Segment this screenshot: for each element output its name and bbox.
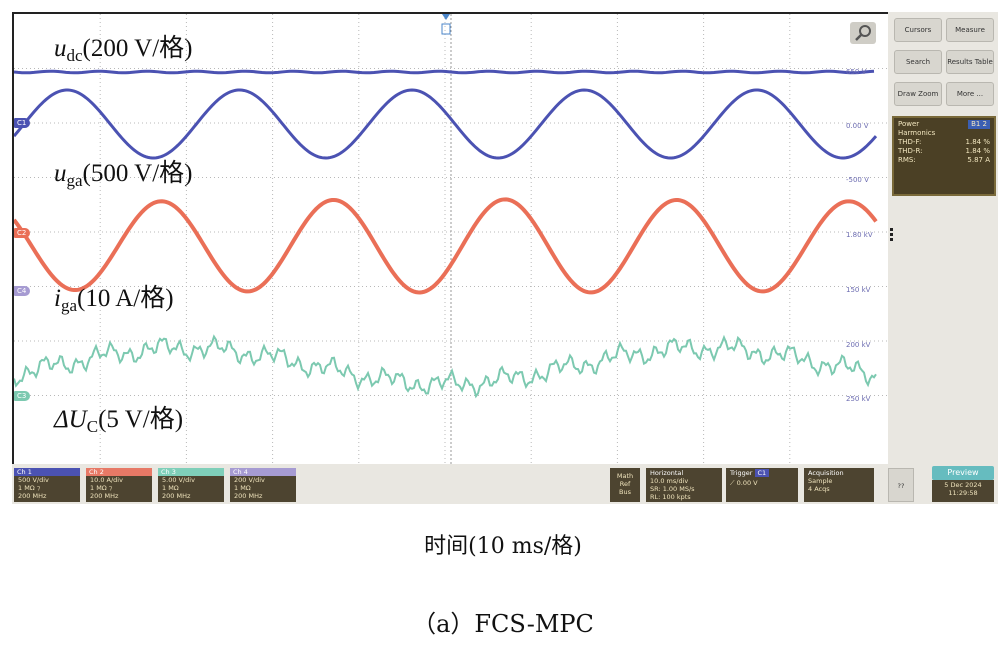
results-table-button[interactable]: Results Table bbox=[946, 50, 994, 74]
level-label: 1.80 kV bbox=[846, 231, 873, 239]
oscilloscope-window: udc(200 V/格) uga(500 V/格) iga(10 A/格) ΔU… bbox=[12, 12, 998, 504]
preview-panel[interactable]: Preview 5 Dec 2024 11:29:58 bbox=[932, 466, 994, 502]
ch1-settings-badge[interactable]: Ch 1 500 V/div 1 MΩ ⁊ 200 MHz bbox=[14, 468, 80, 502]
trigger-slope-icon: ⟋ bbox=[730, 479, 735, 488]
ch3-marker[interactable]: C3 bbox=[14, 391, 31, 401]
uga-label: uga(500 V/格) bbox=[54, 160, 193, 190]
horizontal-settings-badge[interactable]: Horizontal 10.0 ms/div SR: 1.00 MS/s RL:… bbox=[646, 468, 722, 502]
thd-r-value: 1.84 % bbox=[965, 147, 990, 156]
rms-label: RMS: bbox=[898, 156, 916, 165]
thd-f-value: 1.84 % bbox=[965, 138, 990, 147]
ch4-settings-badge[interactable]: Ch 4 200 V/div 1 MΩ 200 MHz bbox=[230, 468, 296, 502]
draw-zoom-button[interactable]: Draw Zoom bbox=[894, 82, 942, 106]
thd-f-label: THD-F: bbox=[898, 138, 922, 147]
measure-button[interactable]: Measure bbox=[946, 18, 994, 42]
level-label: 150 kV bbox=[846, 286, 871, 294]
ch3-bandwidth: 200 MHz bbox=[162, 492, 191, 501]
math-ref-bus-button[interactable]: Math Ref Bus bbox=[610, 468, 640, 502]
panel-drag-handle[interactable] bbox=[890, 228, 893, 248]
ch1-badge-title: Ch 1 bbox=[14, 468, 80, 477]
preview-time: 11:29:58 bbox=[948, 488, 978, 497]
preview-button[interactable]: Preview bbox=[932, 466, 994, 480]
preview-datetime: 5 Dec 2024 11:29:58 bbox=[932, 480, 994, 502]
ch4-scale: 200 V/div bbox=[234, 476, 265, 485]
level-label: 250 kV bbox=[846, 395, 871, 403]
level-label: 0.00 V bbox=[846, 122, 869, 130]
bottom-status-bar: Ch 1 500 V/div 1 MΩ ⁊ 200 MHz Ch 2 10.0 A/… bbox=[12, 464, 998, 504]
acquisition-mode: Sample bbox=[808, 477, 833, 486]
horizontal-record-length: RL: 100 kpts bbox=[650, 493, 691, 502]
ch4-bandwidth: 200 MHz bbox=[234, 492, 263, 501]
acquisition-count: 4 Acqs bbox=[808, 485, 830, 494]
trigger-source: C1 bbox=[754, 469, 770, 477]
acquisition-title: Acquisition bbox=[808, 469, 844, 477]
waveform-plot bbox=[14, 14, 888, 464]
horizontal-scale: 10.0 ms/div bbox=[650, 477, 689, 486]
magnifier-icon[interactable] bbox=[850, 22, 876, 44]
power-title: Power bbox=[898, 120, 920, 128]
ch1-scale: 500 V/div bbox=[18, 476, 49, 485]
trigger-title: Trigger bbox=[730, 469, 753, 477]
iga-trace bbox=[14, 197, 878, 295]
time-axis-label: 时间(10 ms/格) bbox=[424, 534, 582, 559]
ch2-marker[interactable]: C2 bbox=[14, 228, 31, 238]
ch2-scale: 10.0 A/div bbox=[90, 476, 123, 485]
ch1-impedance: 1 MΩ ⁊ bbox=[18, 484, 41, 493]
trigger-level: 0.00 V bbox=[736, 479, 758, 488]
ch2-bandwidth: 200 MHz bbox=[90, 492, 119, 501]
trigger-position-icon[interactable] bbox=[440, 14, 452, 38]
ch4-marker[interactable]: C4 bbox=[14, 286, 31, 296]
ch1-bandwidth: 200 MHz bbox=[18, 492, 47, 501]
horizontal-title: Horizontal bbox=[650, 469, 684, 477]
ch3-impedance: 1 MΩ bbox=[162, 484, 179, 493]
duc-label: ΔUC(5 V/格) bbox=[54, 406, 184, 436]
ch3-scale: 5.00 V/div bbox=[162, 476, 195, 485]
more-button[interactable]: More ... bbox=[946, 82, 994, 106]
ch2-settings-badge[interactable]: Ch 2 10.0 A/div 1 MΩ ⁊ 200 MHz bbox=[86, 468, 152, 502]
udc-trace bbox=[14, 69, 875, 75]
horizontal-sample-rate: SR: 1.00 MS/s bbox=[650, 485, 695, 494]
ch3-badge-title: Ch 3 bbox=[158, 468, 224, 477]
ch3-settings-badge[interactable]: Ch 3 5.00 V/div 1 MΩ 200 MHz bbox=[158, 468, 224, 502]
search-button[interactable]: Search bbox=[894, 50, 942, 74]
figure-caption: （a）FCS-MPC bbox=[412, 610, 594, 638]
power-measurement-panel[interactable]: Power B1 2 Harmonics THD-F: 1.84 % THD-R: 1… bbox=[892, 116, 996, 196]
ch1-marker[interactable]: C1 bbox=[14, 118, 31, 128]
preview-date: 5 Dec 2024 bbox=[944, 481, 982, 489]
level-label: 650 V bbox=[846, 68, 867, 76]
thd-r-label: THD-R: bbox=[898, 147, 923, 156]
ch2-impedance: 1 MΩ ⁊ bbox=[90, 484, 113, 493]
udc-label: udc(200 V/格) bbox=[54, 35, 193, 65]
acquisition-settings-badge[interactable]: Acquisition Sample 4 Acqs bbox=[804, 468, 874, 502]
power-tag: B1 2 bbox=[968, 120, 990, 130]
ch4-impedance: 1 MΩ bbox=[234, 484, 251, 493]
waveform-display: udc(200 V/格) uga(500 V/格) iga(10 A/格) ΔU… bbox=[12, 12, 888, 464]
rms-value: 5.87 A bbox=[967, 156, 990, 165]
ch4-badge-title: Ch 4 bbox=[230, 468, 296, 477]
corner-button[interactable]: ?? bbox=[888, 468, 914, 502]
uga-trace bbox=[14, 88, 878, 160]
iga-label: iga(10 A/格) bbox=[54, 285, 174, 315]
level-label: -500 V bbox=[846, 176, 869, 184]
ch2-badge-title: Ch 2 bbox=[86, 468, 152, 477]
duc-trace bbox=[14, 334, 877, 399]
level-label: 200 kV bbox=[846, 341, 871, 349]
trigger-settings-badge[interactable]: Trigger C1 ⟋ 0.00 V bbox=[726, 468, 798, 502]
power-subtitle: Harmonics bbox=[898, 129, 936, 138]
cursors-button[interactable]: Cursors bbox=[894, 18, 942, 42]
